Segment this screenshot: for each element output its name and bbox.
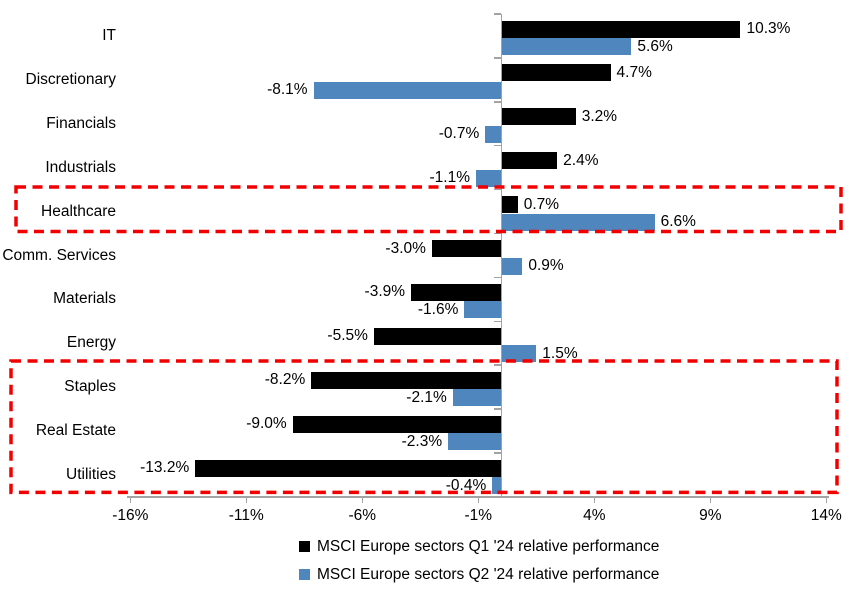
- value-label-q2-energy: 1.5%: [542, 344, 578, 362]
- value-label-q2-utilities: -0.4%: [445, 476, 487, 494]
- category-label-staples: Staples: [64, 378, 116, 396]
- value-axis-tick: [477, 496, 480, 503]
- category-axis-tick: [494, 144, 501, 147]
- value-label-q1-discretionary: 4.7%: [616, 63, 652, 81]
- category-axis-tick: [494, 364, 501, 366]
- category-label-industrials: Industrials: [45, 158, 116, 176]
- value-label-q1-financials: 3.2%: [581, 107, 618, 125]
- bar-q1-real-estate: [292, 415, 502, 433]
- bar-q2-comm-services: [501, 257, 523, 275]
- bar-q2-materials: [464, 301, 502, 319]
- x-tick-label-6: -6%: [348, 507, 377, 524]
- value-label-q2-materials: -1.6%: [417, 300, 459, 318]
- legend-item-q2: MSCI Europe sectors Q2 '24 relative perf…: [299, 566, 659, 583]
- value-label-q1-materials: -3.9%: [364, 283, 406, 301]
- value-axis-tick: [245, 496, 248, 503]
- category-label-it: IT: [102, 27, 116, 44]
- legend: MSCI Europe sectors Q1 '24 relative perf…: [299, 538, 659, 583]
- category-label-discretionary: Discretionary: [25, 70, 116, 88]
- category-label-energy: Energy: [66, 334, 116, 352]
- legend-item-q1: MSCI Europe sectors Q1 '24 relative perf…: [299, 538, 659, 555]
- bar-q1-energy: [373, 327, 502, 345]
- x-tick-label-4: 4%: [583, 507, 606, 524]
- bar-q1-financials: [501, 108, 576, 126]
- value-label-q2-it: 5.6%: [637, 37, 673, 55]
- category-label-real-estate: Real Estate: [35, 422, 116, 440]
- category-label-financials: Financials: [46, 114, 116, 132]
- bar-q2-discretionary: [313, 81, 502, 99]
- category-axis-tick: [494, 232, 501, 235]
- value-label-q2-industrials: -1.1%: [429, 169, 470, 187]
- value-label-q1-energy: -5.5%: [327, 327, 368, 345]
- bar-q1-it: [501, 20, 741, 38]
- value-label-q1-real-estate: -9.0%: [246, 415, 287, 433]
- value-label-q1-healthcare: 0.7%: [523, 195, 560, 213]
- value-axis-tick: [361, 496, 364, 503]
- value-label-q1-it: 10.3%: [746, 20, 791, 37]
- category-axis-tick: [494, 408, 501, 410]
- bar-q1-utilities: [195, 459, 502, 477]
- bar-q2-real-estate: [448, 433, 502, 451]
- bar-q1-staples: [311, 371, 502, 389]
- category-label-materials: Materials: [53, 290, 116, 308]
- value-label-q2-staples: -2.1%: [406, 388, 447, 406]
- x-tick-label-9: 9%: [699, 507, 722, 524]
- bar-q1-industrials: [501, 152, 558, 170]
- value-axis-tick: [593, 496, 596, 503]
- bar-q2-staples: [452, 389, 502, 407]
- value-axis-tick: [709, 496, 712, 503]
- q1-series-swatch-icon: [299, 541, 310, 552]
- q1-series-legend-label: MSCI Europe sectors Q1 '24 relative perf…: [317, 537, 660, 555]
- category-axis-tick: [494, 188, 501, 191]
- category-label-utilities: Utilities: [66, 466, 116, 483]
- bar-q1-discretionary: [501, 64, 611, 82]
- category-label-comm-services: Comm. Services: [2, 246, 116, 264]
- value-label-q2-real-estate: -2.3%: [401, 432, 443, 450]
- value-label-q2-financials: -0.7%: [438, 125, 480, 143]
- category-axis-tick: [494, 452, 501, 454]
- bar-q2-industrials: [475, 169, 502, 187]
- value-label-q1-staples: -8.2%: [264, 371, 306, 389]
- value-label-q1-comm-services: -3.0%: [385, 239, 426, 257]
- category-label-healthcare: Healthcare: [41, 202, 116, 220]
- value-axis-tick: [825, 496, 828, 503]
- bar-q1-comm-services: [431, 240, 502, 257]
- value-label-q1-utilities: -13.2%: [140, 459, 190, 476]
- value-axis-tick: [129, 496, 132, 503]
- q2-series-swatch-icon: [299, 569, 310, 580]
- value-label-q2-healthcare: 6.6%: [660, 213, 696, 231]
- bar-q2-energy: [501, 345, 537, 363]
- bar-q2-it: [501, 38, 632, 55]
- bar-q2-healthcare: [501, 213, 655, 231]
- value-label-q2-comm-services: 0.9%: [528, 257, 564, 274]
- bar-q1-healthcare: [501, 196, 518, 214]
- x-tick-label-16: -16%: [112, 507, 149, 524]
- category-axis-line: [500, 14, 503, 497]
- category-axis-tick: [494, 13, 501, 15]
- bar-q1-materials: [411, 283, 502, 301]
- value-label-q1-industrials: 2.4%: [563, 151, 599, 169]
- category-axis-tick: [494, 320, 501, 323]
- healthcare-highlight-box: [14, 185, 843, 234]
- category-axis-tick: [494, 276, 501, 279]
- bar-q2-financials: [485, 125, 502, 143]
- q2-series-legend-label: MSCI Europe sectors Q2 '24 relative perf…: [317, 565, 660, 583]
- category-axis-tick: [494, 57, 501, 59]
- x-tick-label-11: -11%: [228, 507, 264, 524]
- x-tick-label-1: -1%: [464, 507, 493, 524]
- x-tick-label-14: 14%: [810, 507, 842, 524]
- value-label-q2-discretionary: -8.1%: [267, 81, 308, 99]
- category-axis-tick: [494, 101, 501, 103]
